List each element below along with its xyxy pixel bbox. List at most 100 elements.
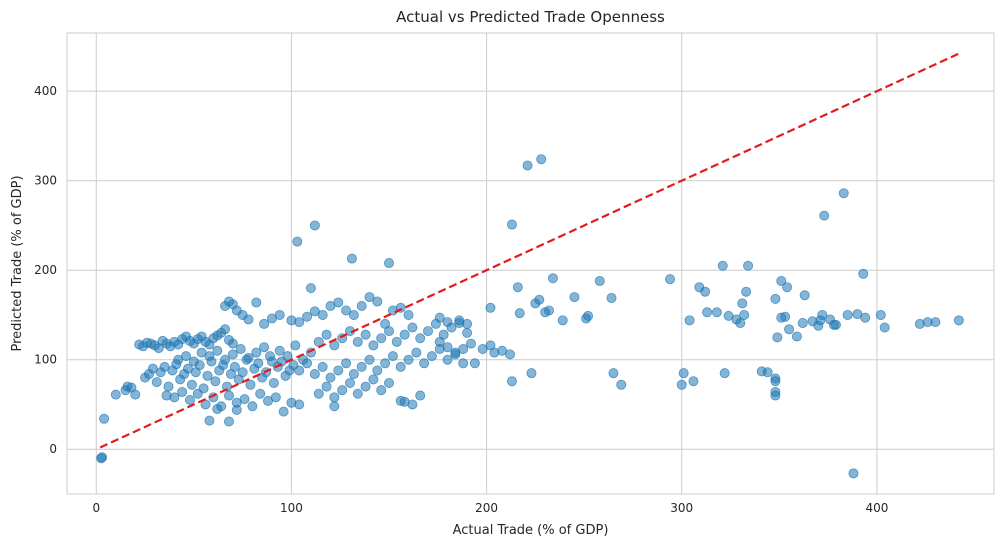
data-point xyxy=(676,379,687,390)
data-point xyxy=(341,305,352,316)
data-point xyxy=(817,309,828,320)
data-point xyxy=(360,329,371,340)
data-point xyxy=(352,336,363,347)
data-point xyxy=(717,260,728,271)
data-point xyxy=(770,390,781,401)
reference-line xyxy=(99,52,960,449)
data-point xyxy=(770,376,781,387)
data-point xyxy=(442,354,453,365)
data-point xyxy=(848,468,859,479)
data-point xyxy=(688,376,699,387)
data-point xyxy=(220,324,231,335)
data-point xyxy=(278,406,289,417)
data-point xyxy=(227,338,238,349)
data-point xyxy=(333,297,344,308)
data-point xyxy=(415,390,426,401)
data-point xyxy=(407,322,418,333)
data-point xyxy=(321,329,332,340)
data-point xyxy=(791,331,802,342)
data-point xyxy=(506,219,517,230)
data-point xyxy=(514,308,525,319)
data-point xyxy=(616,379,627,390)
data-point xyxy=(875,309,886,320)
data-point xyxy=(186,379,197,390)
data-point xyxy=(247,401,258,412)
data-point xyxy=(223,416,234,427)
y-tick-label: 0 xyxy=(49,442,57,456)
data-point xyxy=(403,354,414,365)
data-point xyxy=(294,399,305,410)
data-point xyxy=(151,377,162,388)
data-point xyxy=(302,311,313,322)
y-tick-labels: 0 100 200 300 400 xyxy=(34,84,57,456)
data-point xyxy=(356,361,367,372)
data-point xyxy=(368,340,379,351)
data-point xyxy=(583,310,594,321)
data-points xyxy=(96,154,964,479)
data-point xyxy=(305,283,316,294)
data-point xyxy=(341,358,352,369)
data-point xyxy=(830,319,841,330)
data-point xyxy=(458,358,469,369)
data-point xyxy=(469,358,480,369)
data-point xyxy=(711,307,722,318)
data-point xyxy=(313,388,324,399)
data-point xyxy=(506,376,517,387)
data-point xyxy=(294,317,305,328)
data-point xyxy=(360,381,371,392)
data-point xyxy=(838,188,849,199)
data-point xyxy=(522,160,533,171)
y-axis-label: Predicted Trade (% of GDP) xyxy=(10,175,25,351)
data-point xyxy=(547,273,558,284)
data-point xyxy=(255,388,266,399)
data-point xyxy=(231,404,242,415)
x-tick-label: 0 xyxy=(92,501,100,515)
data-point xyxy=(739,309,750,320)
data-point xyxy=(557,315,568,326)
data-point xyxy=(426,351,437,362)
data-point xyxy=(860,312,871,323)
data-point xyxy=(229,361,240,372)
data-point xyxy=(259,342,270,353)
data-point xyxy=(450,349,461,360)
data-point xyxy=(302,358,313,369)
plot-frame xyxy=(66,32,995,495)
data-point xyxy=(505,349,516,360)
data-point xyxy=(212,345,223,356)
data-point xyxy=(169,392,180,403)
data-point xyxy=(434,312,445,323)
x-tick-label: 200 xyxy=(475,501,498,515)
data-point xyxy=(762,367,773,378)
data-point xyxy=(372,365,383,376)
data-point xyxy=(735,318,746,329)
data-point xyxy=(544,305,555,316)
data-point xyxy=(356,301,367,312)
data-point xyxy=(329,392,340,403)
data-point xyxy=(770,293,781,304)
data-point xyxy=(434,336,445,347)
chart-title: Actual vs Predicted Trade Openness xyxy=(396,8,665,26)
data-point xyxy=(235,343,246,354)
y-tick-label: 200 xyxy=(34,263,57,277)
x-tick-label: 400 xyxy=(865,501,888,515)
data-point xyxy=(442,317,453,328)
data-point xyxy=(210,376,221,387)
data-point xyxy=(204,351,215,362)
data-point xyxy=(930,317,941,328)
data-point xyxy=(243,314,254,325)
data-point xyxy=(953,315,964,326)
data-point xyxy=(384,258,395,269)
data-point xyxy=(462,327,473,338)
data-point xyxy=(534,294,545,305)
data-point xyxy=(776,275,787,286)
data-point xyxy=(719,368,730,379)
data-point xyxy=(423,326,434,337)
data-point xyxy=(384,378,395,389)
data-point xyxy=(266,356,277,367)
y-tick-label: 300 xyxy=(34,174,57,188)
x-tick-labels: 0 100 200 300 400 xyxy=(92,501,888,515)
data-point xyxy=(606,292,617,303)
data-point xyxy=(237,367,248,378)
data-point xyxy=(376,385,387,396)
data-point xyxy=(462,318,473,329)
